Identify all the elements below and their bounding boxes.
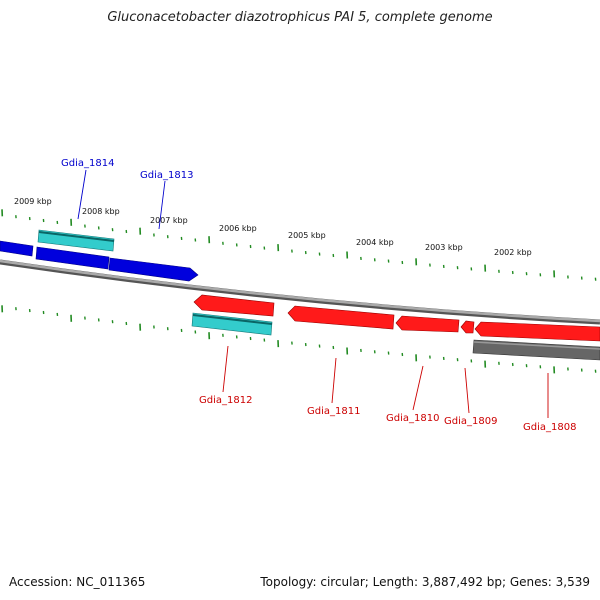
gene-label-gdia-1812[interactable]: Gdia_1812 — [199, 395, 252, 406]
upper-tick-track — [1, 209, 597, 281]
label-leader-gdia-1809 — [464, 367, 470, 414]
gene-label-gdia-1810[interactable]: Gdia_1810 — [386, 413, 439, 424]
rna-edge — [38, 231, 115, 242]
kbp-label-2003: 2003 kbp — [425, 243, 463, 252]
kbp-label-2004: 2004 kbp — [356, 238, 394, 247]
label-leader-gdia-1813 — [158, 180, 166, 230]
label-leader-gdia-1812 — [222, 345, 229, 393]
forward-cds-track — [0, 240, 199, 282]
kbp-label-2009: 2009 kbp — [14, 197, 52, 206]
gene-arrow-reverse[interactable] — [460, 320, 475, 334]
genome-title: Gluconacetobacter diazotrophicus PAI 5, … — [107, 10, 493, 25]
gene-arrow-reverse[interactable] — [193, 294, 275, 317]
kbp-label-2002: 2002 kbp — [494, 248, 532, 257]
accession-text: Accession: NC_011365 — [9, 575, 146, 589]
gene-arrow-forward[interactable] — [0, 240, 34, 257]
reverse-cds-track — [193, 294, 600, 342]
genome-summary-text: Topology: circular; Length: 3,887,492 bp… — [260, 575, 590, 589]
gene-label-gdia-1809[interactable]: Gdia_1809 — [444, 416, 497, 427]
feature-edge — [473, 341, 600, 350]
gene-arrow-reverse[interactable] — [395, 315, 460, 333]
label-leader-gdia-1810 — [412, 365, 424, 411]
genome-backbone — [0, 259, 600, 323]
gene-label-gdia-1811[interactable]: Gdia_1811 — [307, 406, 360, 417]
gene-other-feature[interactable] — [472, 339, 600, 361]
gene-label-gdia-1808[interactable]: Gdia_1808 — [523, 422, 576, 433]
gene-label-gdia-1814[interactable]: Gdia_1814 — [61, 158, 114, 169]
gene-label-gdia-1813[interactable]: Gdia_1813 — [140, 170, 193, 181]
kbp-label-2007: 2007 kbp — [150, 216, 188, 225]
gene-arrow-reverse[interactable] — [474, 321, 600, 342]
gene-arrow-forward[interactable] — [108, 257, 199, 282]
label-leader-gdia-1814 — [77, 169, 87, 220]
kbp-label-2008: 2008 kbp — [82, 207, 120, 216]
lower-tick-track — [1, 305, 597, 374]
kbp-label-2005: 2005 kbp — [288, 231, 326, 240]
label-leader-gdia-1811 — [331, 357, 337, 404]
gene-rna-reverse[interactable] — [191, 312, 273, 336]
gene-rna-forward[interactable] — [37, 229, 115, 252]
kbp-label-2006: 2006 kbp — [219, 224, 257, 233]
gene-arrow-forward[interactable] — [35, 246, 110, 270]
rna-edge — [192, 314, 273, 325]
gene-arrow-reverse[interactable] — [287, 305, 395, 330]
